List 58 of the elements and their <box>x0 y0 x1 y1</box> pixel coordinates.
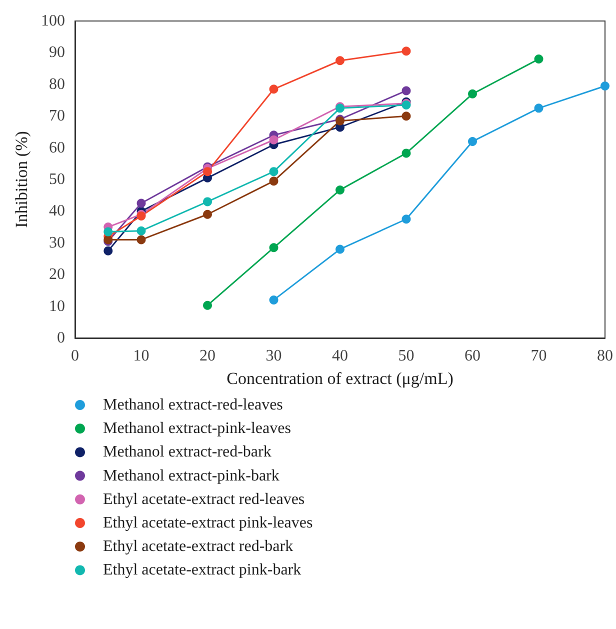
point <box>104 227 113 236</box>
y-tick-label: 0 <box>57 330 65 346</box>
y-tick-label: 60 <box>49 139 65 156</box>
y-tick-label: 50 <box>49 171 65 188</box>
point <box>269 243 278 252</box>
x-tick-label: 40 <box>332 348 348 364</box>
point <box>402 46 411 56</box>
point <box>336 185 344 194</box>
point <box>269 84 278 94</box>
y-tick-label: 80 <box>49 76 65 93</box>
y-tick-label: 100 <box>41 12 65 30</box>
point <box>203 197 212 206</box>
point <box>402 112 411 121</box>
point <box>336 56 344 66</box>
legend-label: Ethyl acetate-extract red-bark <box>103 538 294 556</box>
x-axis-title: Concentration of extract (μg/mL) <box>226 369 454 388</box>
point <box>203 210 212 219</box>
point <box>534 104 544 113</box>
y-tick-label: 30 <box>49 234 65 252</box>
x-tick-label: 70 <box>530 348 547 364</box>
point <box>402 214 411 224</box>
y-tick-label: 10 <box>49 298 65 315</box>
point <box>402 148 411 158</box>
point <box>203 167 212 176</box>
legend-label: Ethyl acetate-extract pink-leaves <box>103 514 313 532</box>
x-tick-label: 50 <box>398 348 414 364</box>
point <box>136 235 146 244</box>
legend-label: Ethyl acetate-extract pink-bark <box>103 562 302 579</box>
point <box>468 89 477 98</box>
y-axis-title: Inhibition (%) <box>12 131 32 228</box>
legend-label: Methanol extract-pink-bark <box>103 467 280 484</box>
point <box>534 54 544 64</box>
point <box>600 81 610 90</box>
y-tick-label: 20 <box>49 266 65 284</box>
legend-label: Methanol extract-pink-leaves <box>103 420 291 438</box>
y-tick-label: 90 <box>49 44 65 62</box>
point <box>402 86 411 96</box>
point <box>136 226 146 236</box>
y-tick-label: 70 <box>49 108 65 125</box>
point <box>269 176 278 186</box>
legend-label: Methanol extract-red-leaves <box>103 396 283 414</box>
point <box>136 198 146 208</box>
point <box>269 167 278 176</box>
x-tick-label: 20 <box>200 348 216 364</box>
point <box>104 246 113 256</box>
x-tick-label: 30 <box>266 348 282 364</box>
point <box>269 295 278 304</box>
point <box>468 136 477 146</box>
x-tick-label: 60 <box>464 348 480 364</box>
y-tick-label: 40 <box>49 202 65 220</box>
x-tick-label: 80 <box>597 348 613 364</box>
legend-label: Ethyl acetate-extract red-leaves <box>103 490 305 508</box>
point <box>269 135 278 144</box>
point <box>203 300 212 310</box>
x-tick-label: 0 <box>71 348 79 364</box>
legend-label: Methanol extract-red-bark <box>103 444 272 461</box>
point <box>336 244 344 254</box>
x-tick-label: 10 <box>133 348 150 364</box>
